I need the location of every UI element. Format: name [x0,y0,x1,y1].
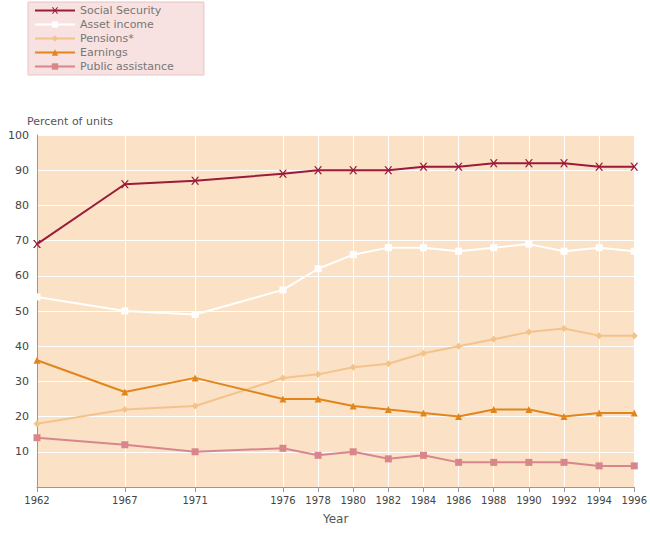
svg-text:50: 50 [15,305,29,318]
svg-text:40: 40 [15,340,29,353]
svg-text:1980: 1980 [340,495,365,506]
svg-text:Social Security: Social Security [80,4,162,17]
svg-text:70: 70 [15,234,29,247]
svg-text:1984: 1984 [411,495,436,506]
svg-text:1994: 1994 [586,495,611,506]
svg-text:1986: 1986 [446,495,471,506]
svg-text:1962: 1962 [24,495,49,506]
svg-text:Year: Year [322,512,348,526]
svg-text:1971: 1971 [182,495,207,506]
svg-text:1988: 1988 [481,495,506,506]
svg-text:30: 30 [15,375,29,388]
svg-text:20: 20 [15,410,29,423]
svg-text:10: 10 [15,445,29,458]
svg-text:1978: 1978 [305,495,330,506]
svg-text:1992: 1992 [551,495,576,506]
svg-text:1976: 1976 [270,495,295,506]
svg-text:100: 100 [8,129,29,142]
svg-text:Pensions*: Pensions* [80,32,134,45]
svg-text:Earnings: Earnings [80,46,128,59]
svg-text:Asset income: Asset income [80,18,154,31]
svg-text:1990: 1990 [516,495,541,506]
svg-text:1982: 1982 [376,495,401,506]
svg-text:60: 60 [15,269,29,282]
svg-text:Percent of units: Percent of units [27,115,113,128]
svg-text:80: 80 [15,199,29,212]
svg-text:Public assistance: Public assistance [80,60,174,73]
svg-text:1996: 1996 [622,495,647,506]
svg-text:90: 90 [15,164,29,177]
svg-text:1967: 1967 [112,495,137,506]
